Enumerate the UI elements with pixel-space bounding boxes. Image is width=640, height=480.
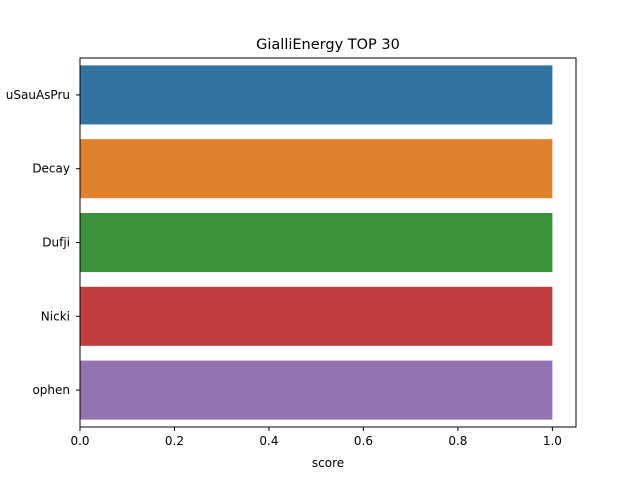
bar-nicki (80, 286, 553, 346)
x-axis-label: score (312, 456, 344, 470)
y-tick-label: uSauAsPru (6, 88, 70, 102)
bar-decay (80, 139, 553, 199)
y-tick-group: uSauAsPru Decay Dufji Nicki ophen (6, 88, 80, 397)
chart-title: GialliEnergy TOP 30 (256, 37, 400, 53)
y-tick-label: Dufji (42, 236, 70, 250)
plot-frame (79, 57, 577, 428)
x-tick-label: 0.0 (70, 434, 89, 448)
y-tick-label: Decay (32, 162, 70, 176)
bar-ophen (80, 360, 553, 420)
y-tick-label: Nicki (41, 309, 70, 323)
x-tick-label: 0.4 (259, 434, 278, 448)
x-tick-label: 1.0 (543, 434, 562, 448)
x-tick-label: 0.2 (165, 434, 184, 448)
x-tick-label: 0.8 (448, 434, 467, 448)
x-tick-label: 0.6 (354, 434, 373, 448)
bars-group (80, 65, 553, 420)
bar-usauaspru (80, 65, 553, 125)
x-tick-group: 0.0 0.2 0.4 0.6 0.8 1.0 (70, 427, 562, 448)
bar-dufji (80, 212, 553, 273)
y-tick-label: ophen (32, 383, 70, 397)
